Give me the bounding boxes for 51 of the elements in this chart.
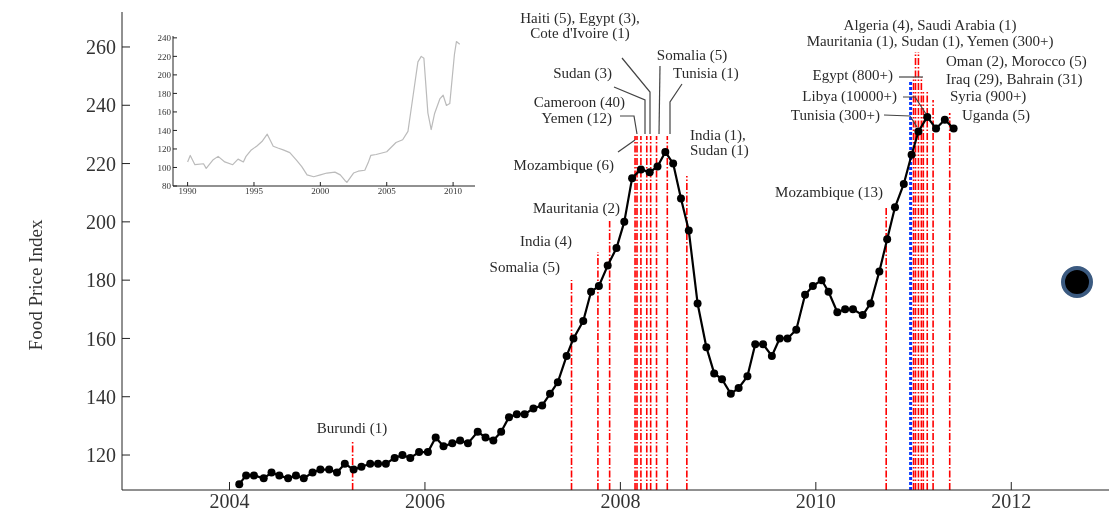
x-tick-label: 2012 <box>991 490 1032 513</box>
ref-line-label: Algeria (4), Saudi Arabia (1) <box>843 17 1017 34</box>
ref-line-label: Syria (900+) <box>950 88 1027 105</box>
line-series <box>187 40 461 183</box>
y-tick-label: 200 <box>86 210 116 233</box>
ref-line-label: Oman (2), Morocco (5) <box>946 53 1087 70</box>
y-tick-label: 180 <box>157 88 172 99</box>
y-tick-label: 160 <box>86 327 116 350</box>
ref-line-label: Mozambique (13) <box>775 184 883 201</box>
ref-line-label: Iraq (29), Bahrain (31) <box>946 71 1083 88</box>
y-tick-label: 180 <box>86 269 116 292</box>
y-tick-label: 140 <box>86 385 116 408</box>
y-tick-label: 120 <box>157 144 172 155</box>
ref-line-label: Yemen (12) <box>541 110 612 127</box>
x-tick-label: 2010 <box>795 490 836 513</box>
y-tick-label: 240 <box>157 33 172 44</box>
ref-line-label: Mauritania (2) <box>532 200 620 217</box>
y-tick-label: 140 <box>157 125 172 136</box>
ref-line-label: Somalia (5) <box>656 47 728 64</box>
ref-line-label: India (4) <box>519 233 572 250</box>
y-tick-label: 260 <box>86 36 116 59</box>
x-tick-label: 2008 <box>600 490 641 513</box>
ref-line-label: Egypt (800+) <box>812 67 893 84</box>
ref-line-label: Burundi (1) <box>316 420 388 437</box>
ref-line-label: Tunisia (300+) <box>790 107 880 124</box>
x-tick-label: 2000 <box>311 186 330 197</box>
y-tick-label: 80 <box>162 181 172 192</box>
y-axis-title: Food Price Index <box>25 219 46 351</box>
ref-line-label: Haiti (5), Egypt (3), Cote d'Ivoire (1) <box>520 10 640 42</box>
y-tick-label: 220 <box>157 51 172 62</box>
ref-line-label: Cameroon (40) <box>533 94 625 111</box>
x-tick-label: 2006 <box>404 490 445 513</box>
y-tick-label: 100 <box>157 162 172 173</box>
x-tick-label: 2005 <box>377 186 397 197</box>
ref-line-label: Mauritania (1), Sudan (1), Yemen (300+) <box>806 33 1054 50</box>
ref-line-label: Somalia (5) <box>489 259 560 276</box>
ref-line-label: Tunisia (1) <box>673 65 739 82</box>
y-tick-label: 220 <box>86 152 116 175</box>
ref-line-label: Mozambique (6) <box>513 157 614 174</box>
x-tick-label: 2004 <box>209 490 250 513</box>
y-tick-label: 200 <box>157 70 172 81</box>
ref-line-label: India (1), Sudan (1) <box>690 127 749 159</box>
y-tick-label: 160 <box>157 107 172 118</box>
ref-line-label: Sudan (3) <box>553 65 612 82</box>
x-tick-label: 1995 <box>244 186 264 197</box>
ref-line-label: Libya (10000+) <box>802 88 897 105</box>
y-tick-label: 120 <box>86 444 116 467</box>
ref-line-label: Uganda (5) <box>962 107 1030 124</box>
y-tick-label: 240 <box>86 94 116 117</box>
x-tick-label: 2010 <box>444 186 463 197</box>
x-tick-label: 1990 <box>178 186 198 197</box>
